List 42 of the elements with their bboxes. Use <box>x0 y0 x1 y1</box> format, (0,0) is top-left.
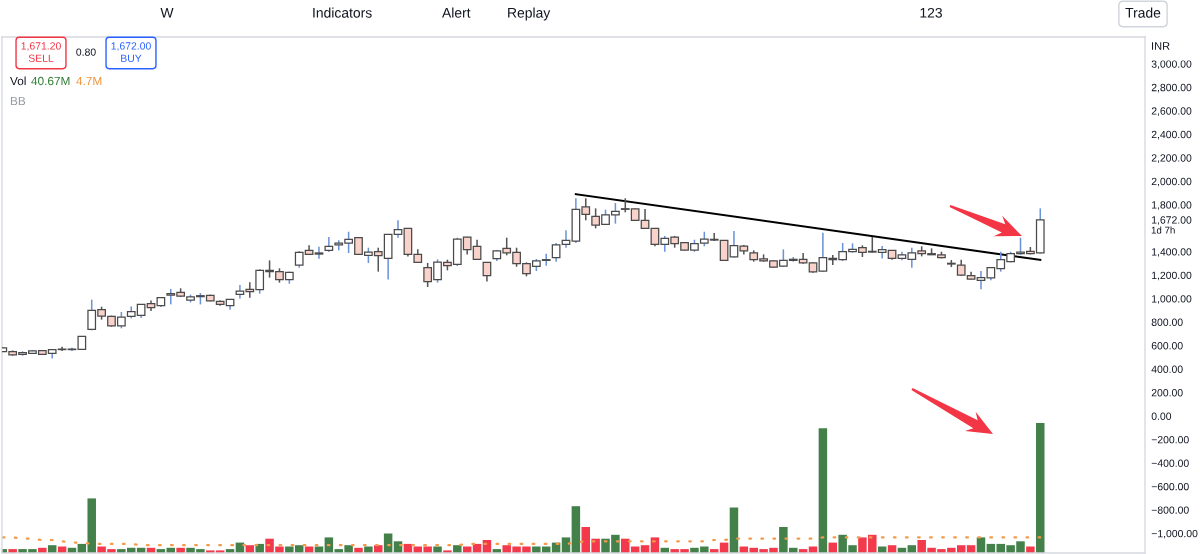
y-tick-label: 1,672.00 <box>1152 216 1192 225</box>
y-tick-label: 3,000.00 <box>1151 60 1192 69</box>
text: Trade <box>1125 7 1161 18</box>
y-tick-label: 2,600.00 <box>1151 107 1192 116</box>
y-tick-label: −800.00 <box>1151 506 1189 514</box>
bar <box>571 506 581 553</box>
text: 123 <box>920 7 942 18</box>
bar <box>453 545 462 553</box>
y-tick-label: −200.00 <box>1151 435 1189 444</box>
y-tick-label: 2,000.00 <box>1151 177 1192 187</box>
candlestick <box>314 245 324 260</box>
annotation: Vol <box>10 76 26 86</box>
text: Alert <box>442 7 471 18</box>
y-tick-label: 200.00 <box>1151 389 1183 397</box>
y-tick-label: 2,200.00 <box>1151 154 1192 163</box>
y-tick-label: −400.00 <box>1151 459 1189 467</box>
bar <box>1036 423 1045 553</box>
y-tick-label: 2,800.00 <box>1151 83 1192 93</box>
bar <box>818 428 828 553</box>
y-tick-label: 400.00 <box>1151 365 1183 373</box>
y-tick-label: 1,200.00 <box>1152 271 1192 281</box>
y-tick-label: 800.00 <box>1151 318 1183 326</box>
text: 1d 7h <box>1151 226 1175 234</box>
annotation: 1,672.00 BUY <box>111 42 151 62</box>
text: W <box>160 8 174 18</box>
bar <box>729 507 739 553</box>
text: INR <box>1152 42 1170 50</box>
y-tick-label: −600.00 <box>1151 482 1189 491</box>
y-tick-label: −1,000.00 <box>1151 529 1198 539</box>
annotation: 40.67M <box>31 76 70 86</box>
y-tick-label: 0.00 <box>1151 412 1172 420</box>
y-tick-label: 2,400.00 <box>1151 130 1192 140</box>
annotation: 4.7M <box>76 76 102 86</box>
y-tick-label: 1,800.00 <box>1152 201 1192 210</box>
annotation: 1,671.20 SELL <box>21 42 61 62</box>
annotation: 0.80 <box>76 48 96 56</box>
y-tick-label: 1,400.00 <box>1152 248 1192 257</box>
text: Indicators <box>313 7 372 18</box>
y-tick-label: 1,000.00 <box>1152 295 1192 304</box>
annotation: BB <box>10 96 26 106</box>
y-tick-label: 600.00 <box>1151 342 1183 350</box>
text: Replay <box>508 7 551 21</box>
